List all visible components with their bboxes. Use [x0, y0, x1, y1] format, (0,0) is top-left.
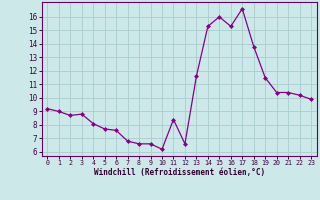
X-axis label: Windchill (Refroidissement éolien,°C): Windchill (Refroidissement éolien,°C): [94, 168, 265, 177]
